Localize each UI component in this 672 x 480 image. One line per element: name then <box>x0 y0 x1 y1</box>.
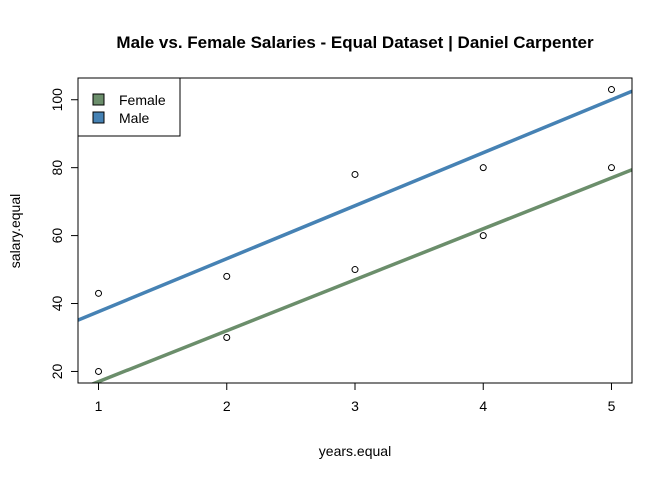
legend: Female Male <box>77 77 181 137</box>
data-point-female-2 <box>223 333 231 341</box>
x-axis-label: years.equal <box>319 443 391 459</box>
y-tick-label: 80 <box>49 160 65 176</box>
y-tick-label: 40 <box>49 296 65 312</box>
data-point-male-3 <box>351 170 359 178</box>
legend-swatch-male <box>92 111 105 124</box>
legend-box <box>77 77 181 137</box>
data-point-female-4 <box>479 232 487 240</box>
y-tick-label: 100 <box>49 88 65 112</box>
data-point-female-5 <box>607 164 615 172</box>
y-axis-label: salary.equal <box>7 194 23 268</box>
data-point-male-5 <box>607 86 615 94</box>
x-tick-label: 4 <box>479 398 487 414</box>
data-point-male-2 <box>223 272 231 280</box>
legend-label-male: Male <box>119 110 150 126</box>
x-tick-label: 5 <box>608 398 616 414</box>
data-point-female-3 <box>351 266 359 274</box>
fit-line-female <box>90 168 632 383</box>
plot-area: 1 2 3 4 5 20 40 60 80 100 Female Male <box>49 77 633 414</box>
data-point-female-1 <box>95 367 103 375</box>
legend-label-female: Female <box>119 92 166 108</box>
chart-title: Male vs. Female Salaries - Equal Dataset… <box>116 33 594 52</box>
y-tick-label: 20 <box>49 363 65 379</box>
data-point-male-4 <box>479 164 487 172</box>
legend-swatch-female <box>92 93 105 106</box>
fit-line-male <box>78 89 632 322</box>
x-tick-label: 2 <box>223 398 231 414</box>
x-tick-label: 1 <box>95 398 103 414</box>
y-tick-label: 60 <box>49 228 65 244</box>
data-point-male-1 <box>95 289 103 297</box>
x-tick-label: 3 <box>351 398 359 414</box>
